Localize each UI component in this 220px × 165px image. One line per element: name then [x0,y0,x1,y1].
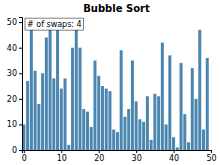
bar [202,130,205,150]
annotation-background [25,18,84,30]
tick-label: 0 [22,154,27,163]
bar [120,50,123,150]
bar [116,132,119,150]
bar [108,91,111,150]
tick: 40 [169,150,179,163]
plot-area: 0 10 20 30 40 50 0 10 20 30 40 50 # of swaps: 4 [7,18,217,163]
tick: 20 [94,150,104,163]
bar [123,117,126,150]
tick-label: 50 [206,154,216,163]
bar [180,63,183,150]
bar [71,48,74,150]
tick-mark [19,124,22,125]
tick: 50 [206,150,216,163]
bar [37,104,40,150]
bar [142,122,145,150]
annotation: # of swaps: 4 [27,20,82,29]
tick: 40 [7,44,22,53]
bar [157,96,160,150]
bar [101,86,104,150]
bar [60,89,63,150]
tick-mark [174,150,175,153]
tick-mark [19,73,22,74]
bar [45,37,48,150]
bar [187,142,190,150]
tick: 10 [57,150,67,163]
x-axis-line [23,151,212,154]
annotation-box: # of swaps: 4 [25,18,84,30]
bar [183,114,186,150]
tick-mark [19,48,22,49]
bar [206,58,209,150]
tick-mark [99,150,100,153]
bar [168,55,171,150]
bar [153,94,156,150]
tick-mark [211,150,212,153]
bar [82,109,85,150]
tick: 30 [132,150,142,163]
bar [49,25,52,150]
bar [165,124,168,150]
y-axis: 0 10 20 30 40 50 [7,18,23,156]
tick-label: 10 [7,120,17,129]
tick: 0 [22,150,27,163]
tick-mark [136,150,137,153]
bar [90,127,93,150]
chart: 0 10 20 30 40 50 0 10 20 30 40 50 # of swaps: 4Bubbl… [0,0,220,165]
bar [67,145,70,150]
bar [41,73,44,150]
bar [97,76,100,150]
title: Bubble Sort [83,3,150,14]
tick-mark [24,150,25,153]
bar [150,140,153,150]
tick: 30 [7,69,22,78]
tick-mark [61,150,62,153]
bar [30,30,33,150]
bar [56,22,59,150]
tick: 0 [12,146,22,155]
tick-label: 50 [7,18,17,27]
bar [79,48,82,150]
bar [86,112,89,150]
tick-label: 20 [94,154,104,163]
bar [135,101,138,150]
bars [22,22,208,150]
bar [191,68,194,150]
tick-mark [19,99,22,100]
tick-label: 40 [169,154,179,163]
tick-label: 40 [7,44,17,53]
bar [146,96,149,150]
x-axis: 0 10 20 30 40 50 [22,150,217,163]
tick-mark [19,150,22,151]
bar [34,71,37,150]
bar [127,109,130,150]
bar [75,27,78,150]
tick-label: 30 [7,69,17,78]
tick-mark [19,22,22,23]
bar [105,89,108,150]
y-axis-line [19,18,23,151]
tick: 20 [7,95,22,104]
tick: 10 [7,120,22,129]
tick-label: 30 [132,154,142,163]
bar [93,60,96,150]
bar [131,60,134,150]
bar [52,78,55,150]
bar [138,119,141,150]
bar [198,30,201,150]
bar [172,137,175,150]
bar [195,99,198,150]
tick-label: 20 [7,95,17,104]
tick: 50 [7,18,22,27]
tick-label: 10 [57,154,67,163]
bar [176,147,179,150]
bar [26,81,29,150]
bar [161,43,164,150]
bar [112,130,115,150]
tick-label: 0 [12,146,17,155]
bar [64,78,67,150]
